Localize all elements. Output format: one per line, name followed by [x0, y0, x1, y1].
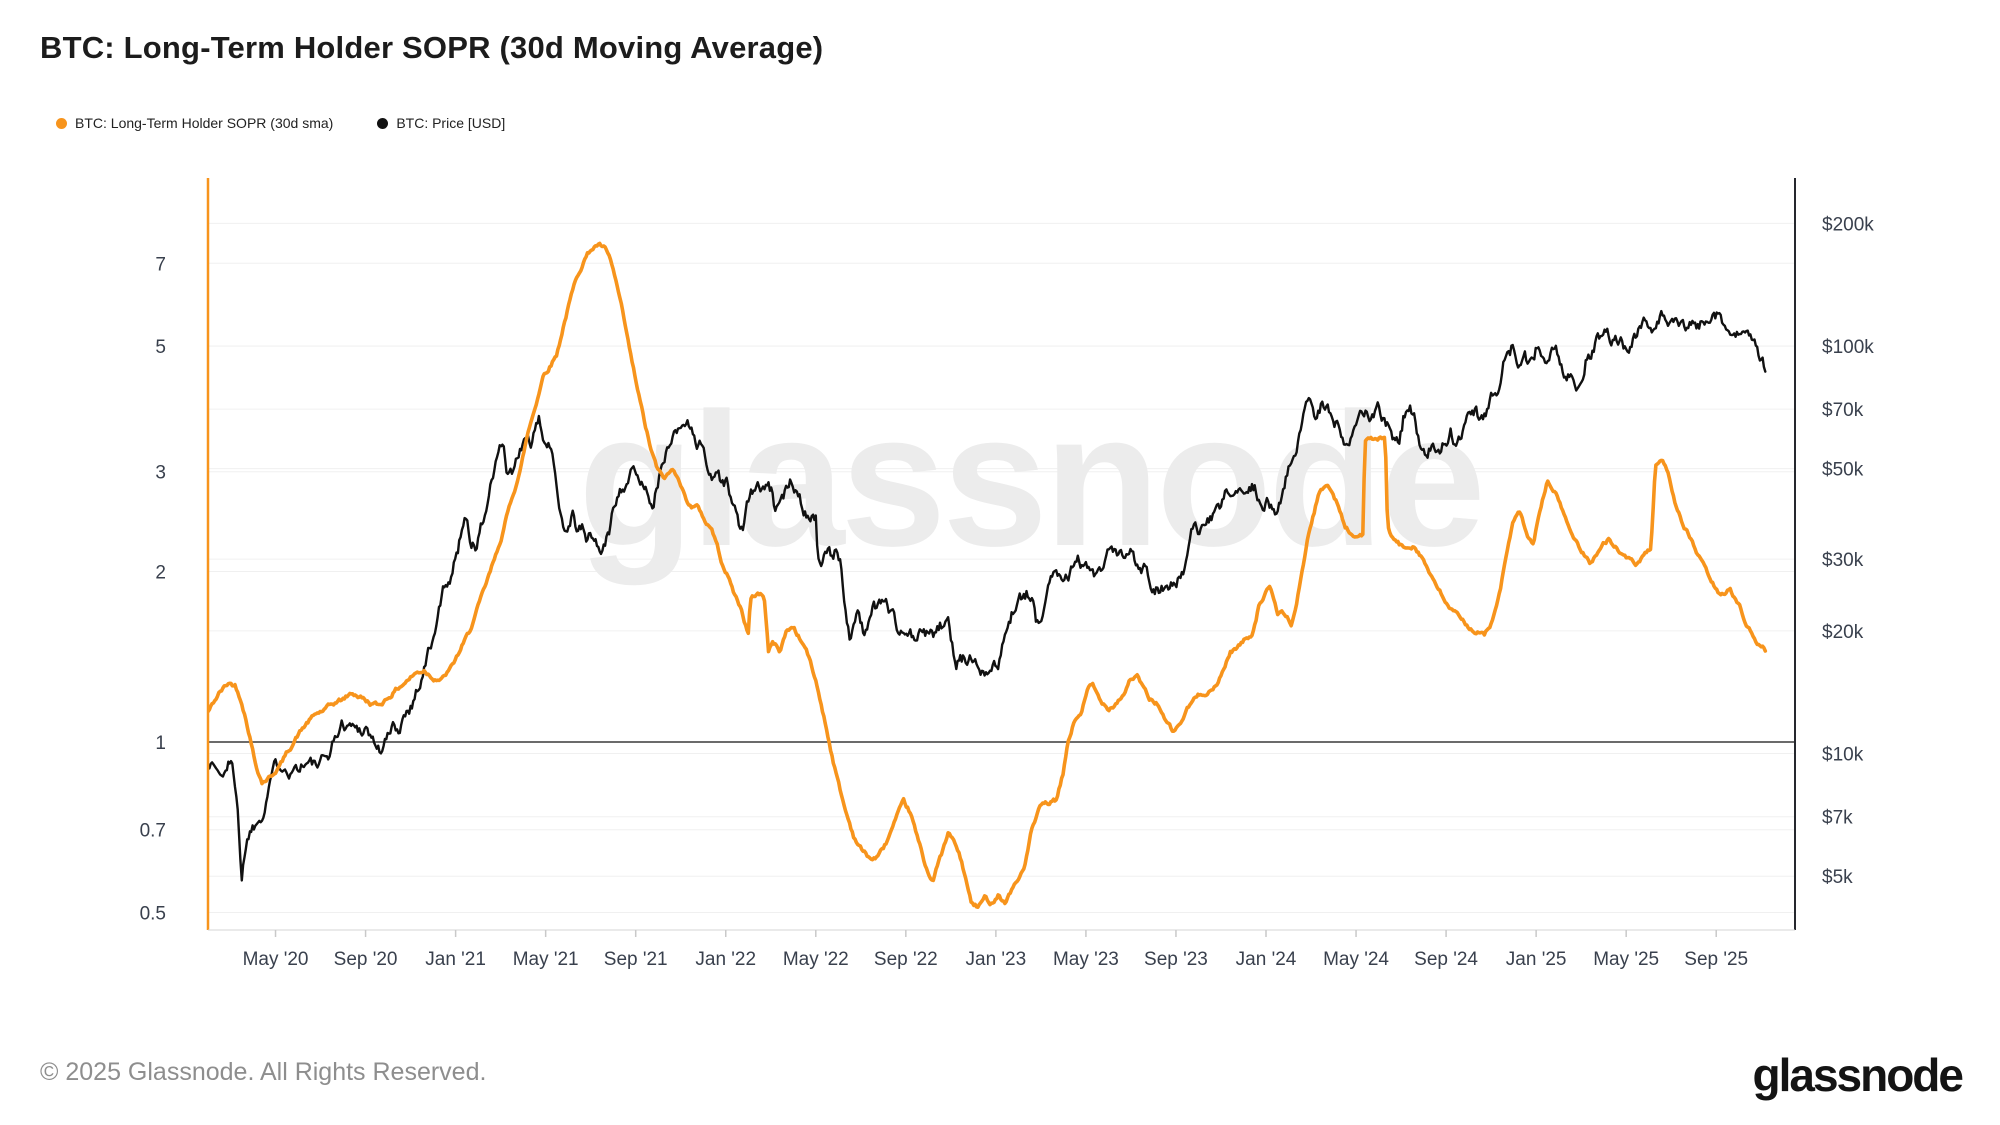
y-left-tick-label: 0.5 [140, 904, 166, 925]
legend-label: BTC: Price [USD] [396, 115, 506, 131]
x-tick-label: Jan '24 [1236, 949, 1297, 970]
x-tick-label: Sep '25 [1684, 949, 1748, 970]
y-left-tick-label: 1 [155, 733, 166, 754]
glassnode-logo: glassnode [1752, 1049, 1964, 1101]
x-tick-label: May '20 [243, 949, 309, 970]
y-right-tick-label: $10k [1822, 745, 1864, 766]
y-left-tick-label: 5 [155, 337, 166, 358]
copyright-text: © 2025 Glassnode. All Rights Reserved. [40, 1058, 487, 1086]
x-tick-label: May '23 [1053, 949, 1119, 970]
x-tick-label: Sep '20 [334, 949, 398, 970]
x-tick-label: May '22 [783, 949, 849, 970]
sopr-price-line-chart: glassnode 7 5 3 2 1 0.7 0.5 $200k $100k $70k $50k $3… [140, 178, 1874, 970]
y-left-tick-label: 2 [155, 562, 166, 583]
x-tick-label: Jan '23 [966, 949, 1027, 970]
x-tick-label: May '25 [1593, 949, 1659, 970]
y-right-tick-label: $200k [1822, 214, 1874, 235]
legend-item-0[interactable]: BTC: Long-Term Holder SOPR (30d sma) [56, 115, 333, 131]
legend-dot-icon [56, 117, 67, 129]
sopr-line [208, 241, 1768, 909]
x-tick-label: Jan '21 [425, 949, 486, 970]
y-right-tick-label: $20k [1822, 622, 1864, 643]
y-right-tick-label: $70k [1822, 400, 1864, 421]
x-tick-label: Sep '21 [604, 949, 668, 970]
x-tick-label: May '21 [513, 949, 579, 970]
legend-label: BTC: Long-Term Holder SOPR (30d sma) [75, 115, 334, 131]
legend-item-1[interactable]: BTC: Price [USD] [377, 115, 505, 131]
y-right-tick-label: $5k [1822, 867, 1853, 888]
x-tick-label: Sep '22 [874, 949, 938, 970]
y-right-tick-label: $50k [1822, 460, 1864, 481]
price-line [208, 309, 1767, 882]
x-tick-label: Jan '22 [695, 949, 756, 970]
legend-dot-icon [377, 117, 389, 129]
y-right-tick-label: $30k [1822, 550, 1864, 571]
y-right-tick-label: $7k [1822, 808, 1853, 829]
chart-legend: BTC: Long-Term Holder SOPR (30d sma) BTC:… [56, 115, 505, 131]
y-left-tick-label: 7 [155, 254, 166, 275]
x-tick-label: Sep '24 [1414, 949, 1478, 970]
y-left-tick-label: 0.7 [140, 821, 166, 842]
y-right-tick-label: $100k [1822, 337, 1874, 358]
y-left-tick-label: 3 [155, 463, 166, 484]
x-tick-label: Sep '23 [1144, 949, 1208, 970]
page-title: BTC: Long-Term Holder SOPR (30d Moving A… [40, 30, 824, 65]
glassnode-watermark: glassnode [578, 374, 1482, 586]
x-tick-label: May '24 [1323, 949, 1389, 970]
x-tick-label: Jan '25 [1506, 949, 1567, 970]
